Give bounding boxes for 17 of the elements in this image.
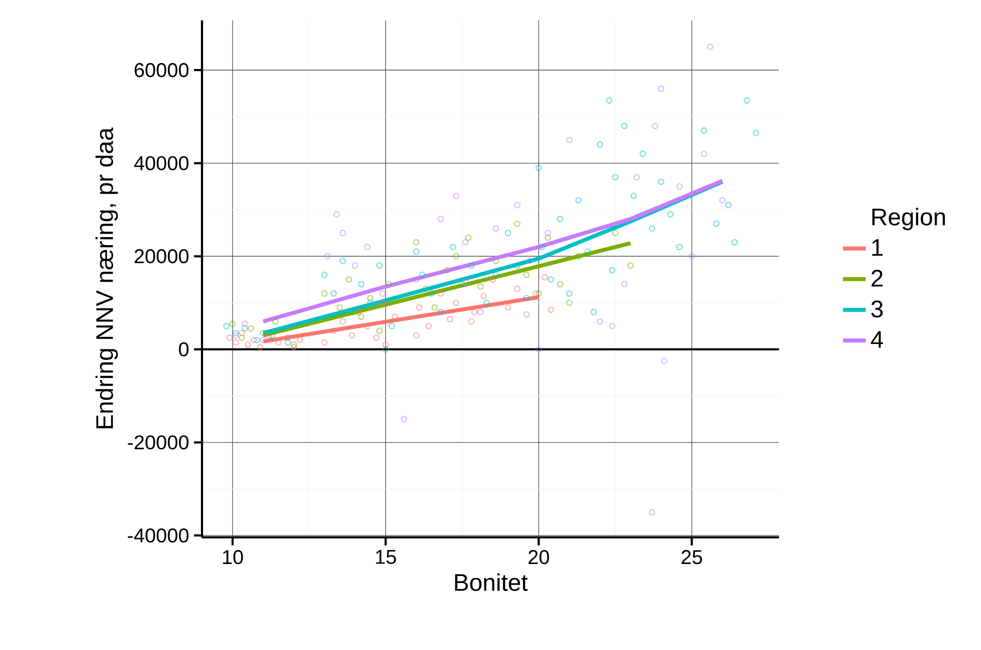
y-tick-label: -20000	[128, 435, 188, 450]
x-tick-label: 25	[682, 550, 702, 564]
x-tick-label: 15	[376, 550, 396, 564]
y-tick-label: 0	[178, 342, 188, 356]
legend-label: 4	[870, 331, 884, 348]
x-axis-title: Bonitet	[455, 573, 528, 591]
x-tick-label: 20	[528, 550, 550, 564]
legend-title: Region	[872, 208, 945, 230]
y-axis-title: Endring NNV næring, pr daa	[95, 127, 118, 428]
y-tick-label: 20000	[134, 249, 188, 264]
legend-label: 1	[872, 239, 883, 256]
x-tick-label: 10	[223, 550, 243, 564]
legend-label: 3	[871, 300, 883, 318]
legend-label: 2	[872, 270, 883, 287]
y-tick-label: 60000	[134, 63, 188, 78]
y-tick-label: 40000	[134, 156, 188, 170]
y-tick-label: -40000	[128, 528, 188, 543]
